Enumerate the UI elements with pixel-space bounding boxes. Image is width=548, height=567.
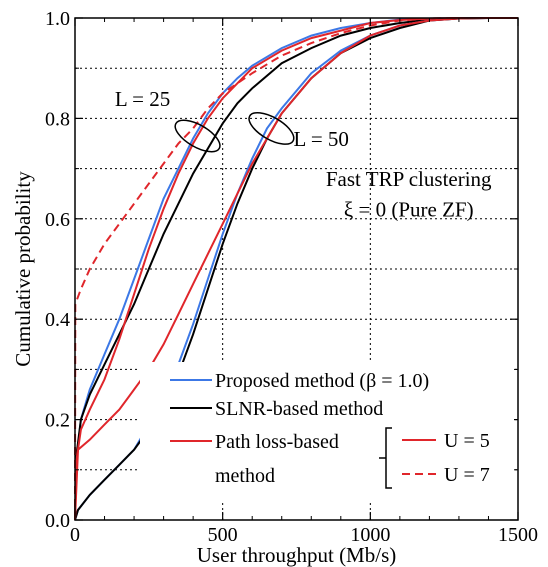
series-line-pathloss-l25-u5 [74,17,518,521]
y-tick-label: 0.6 [45,209,70,231]
x-tick-label: 1500 [498,524,538,546]
legend: Proposed method (β = 1.0) SLNR-based met… [140,362,514,502]
legend-label-pathloss-line2: method [215,465,275,487]
condition-line-2: ξ = 0 (Pure ZF) [344,197,474,221]
y-tick-label: 1.0 [45,8,70,30]
condition-line-1: Fast TRP clustering [326,167,492,191]
x-axis-label: User throughput (Mb/s) [197,543,396,567]
group-ellipse-l25 [174,119,221,153]
group-ellipse-l50 [248,111,295,145]
y-tick-label: 0.4 [45,309,70,331]
legend-label-slnr: SLNR-based method [215,398,383,420]
legend-box [140,362,514,502]
x-tick-label: 1000 [350,524,390,546]
legend-label-pathloss-line1: Path loss-based [215,431,339,453]
group-markers [174,111,295,153]
x-tick-label: 500 [208,524,238,546]
y-tick-label: 0.0 [45,510,70,532]
legend-label-u7: U = 7 [444,464,490,486]
group-label-l25: L = 25 [115,87,170,111]
group-label-l50: L = 50 [294,127,349,151]
ticks: 0 500 1000 1500 0.0 0.2 0.4 0.6 0.8 1.0 [45,8,538,546]
y-axis-label: Cumulative probability [11,171,35,367]
legend-label-proposed: Proposed method (β = 1.0) [215,370,429,392]
series-line-pathloss-l50 [74,17,518,521]
y-tick-label: 0.2 [45,410,70,432]
series-line-slnr-l50 [74,17,518,521]
x-tick-label: 0 [70,524,80,546]
y-tick-label: 0.8 [45,108,70,130]
series-line-pathloss-l25-u7 [74,17,518,521]
legend-label-u5: U = 5 [444,430,490,452]
legend-bracket [379,427,392,489]
